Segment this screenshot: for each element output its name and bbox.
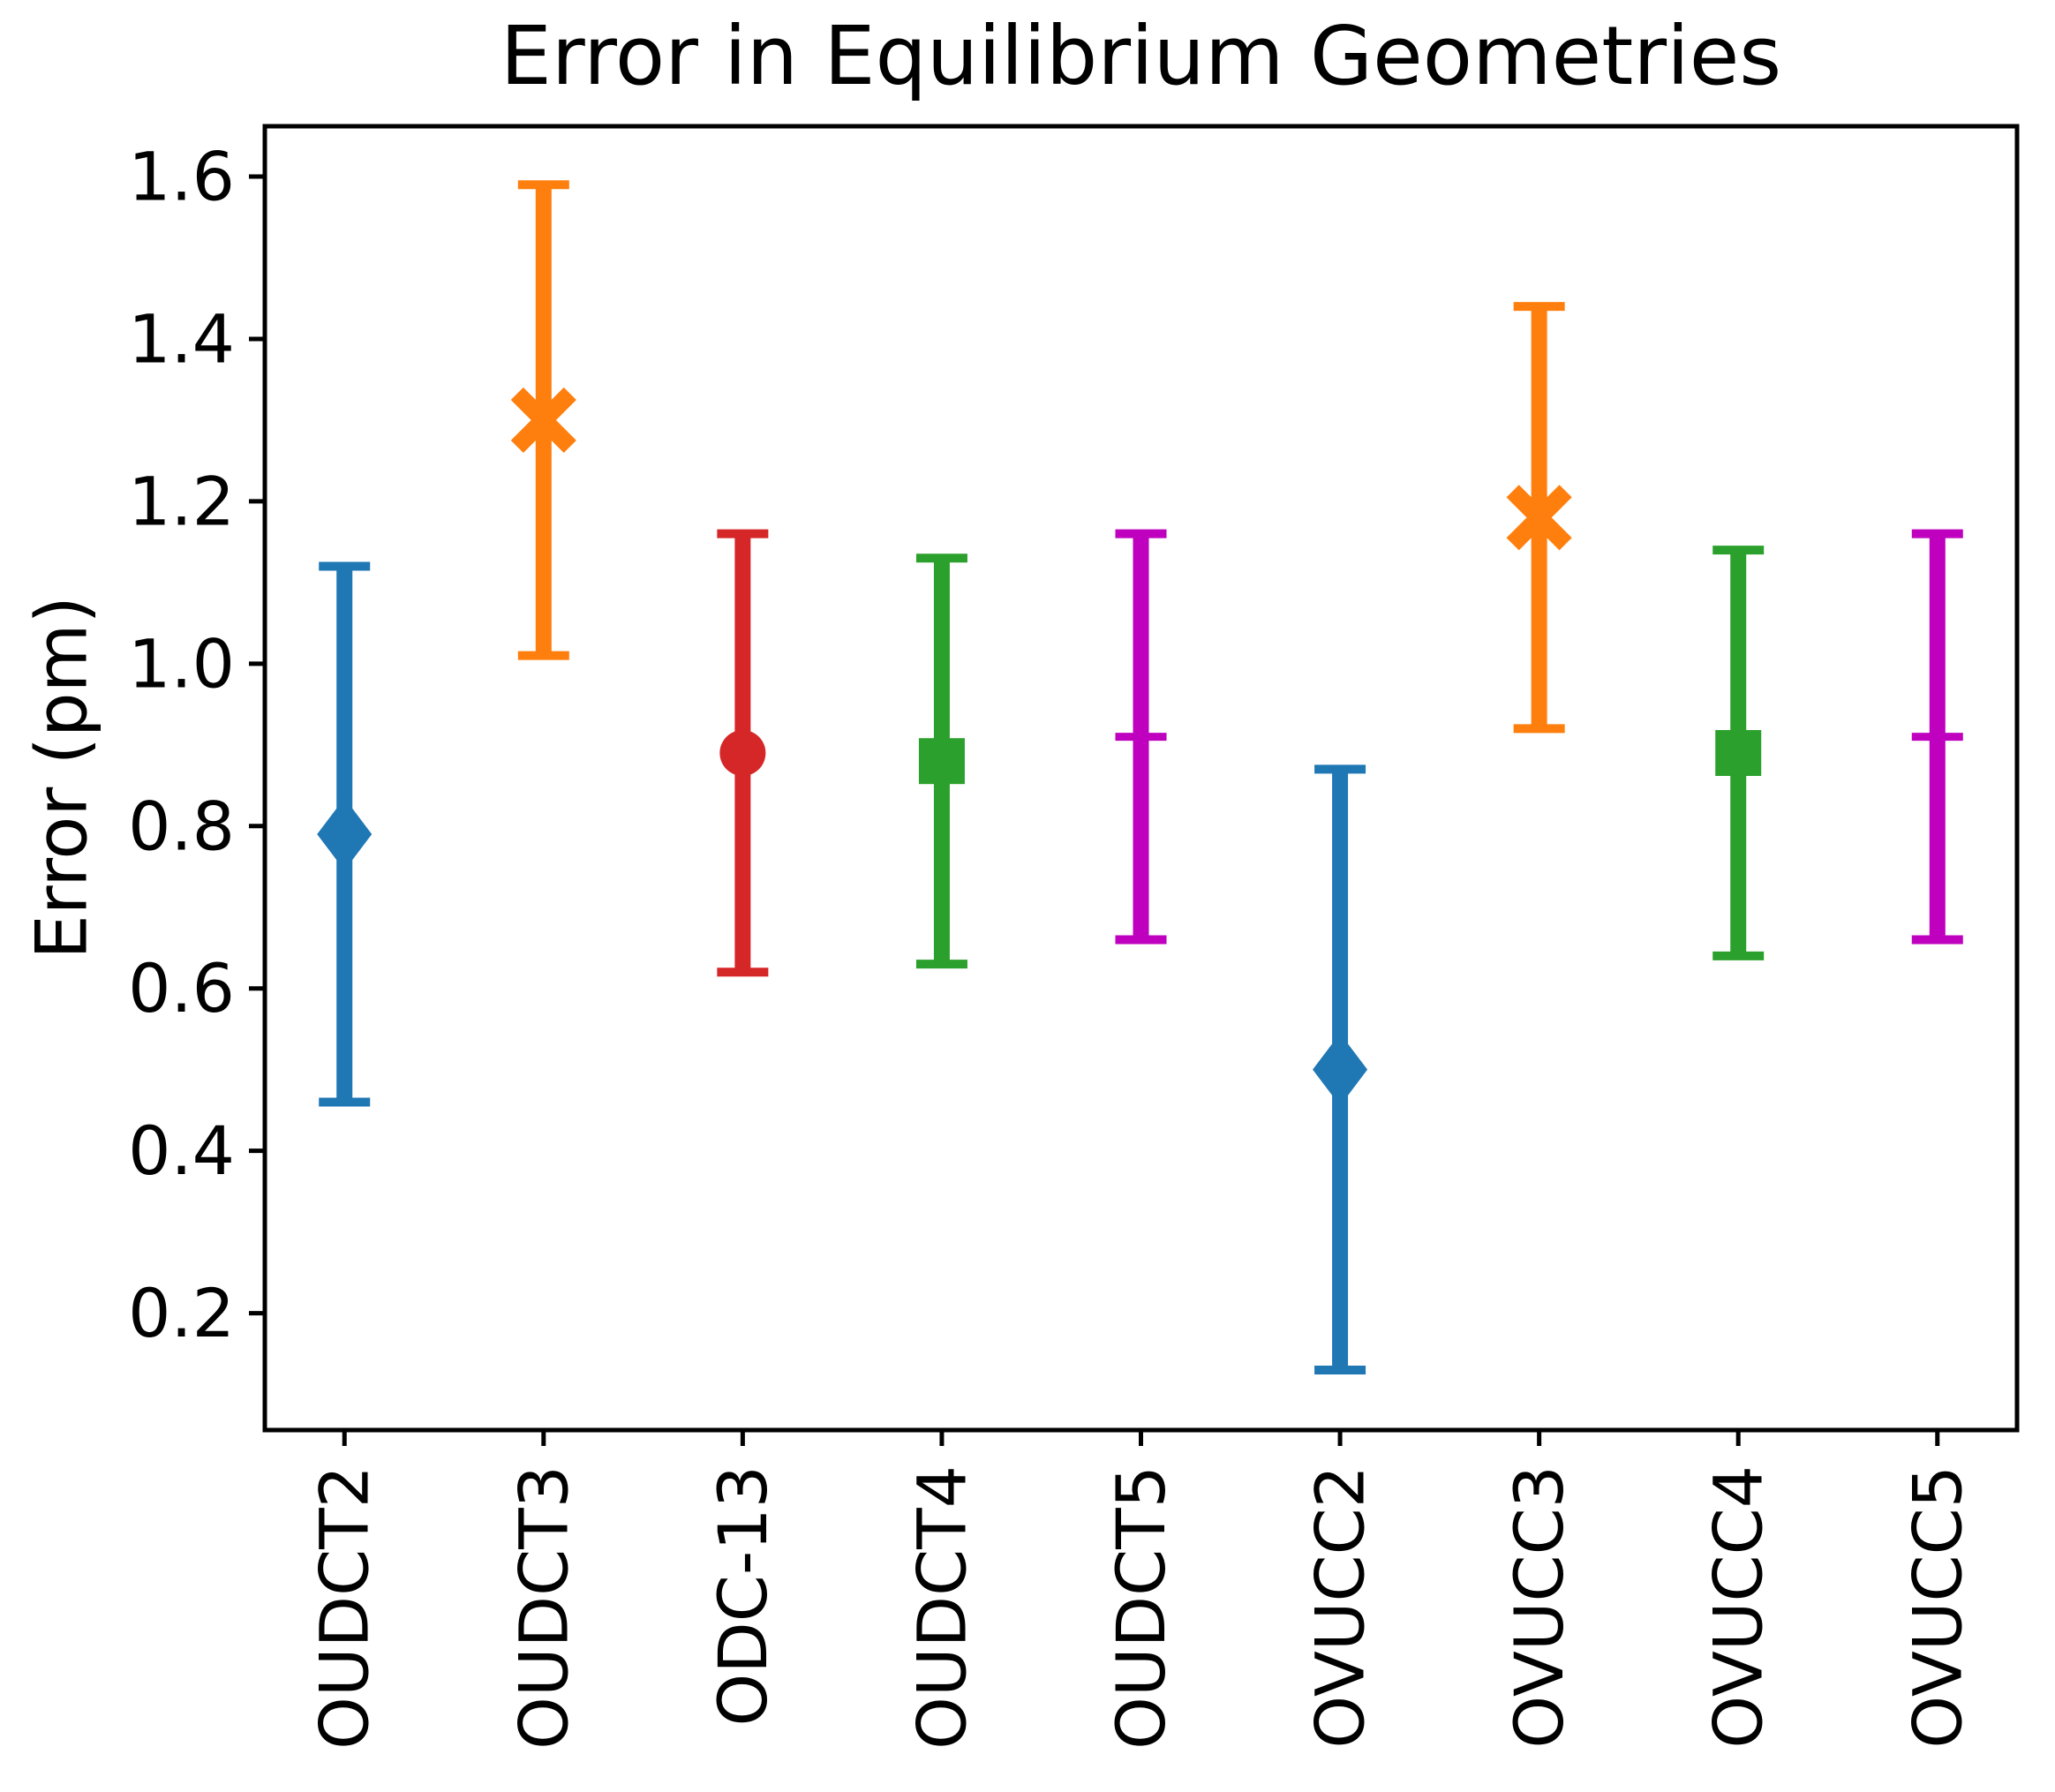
marker-x (510, 387, 576, 453)
x-tick-label: OVUCC4 (1699, 1465, 1778, 1749)
marker-square (918, 738, 965, 785)
y-tick-label: 0.8 (128, 787, 235, 865)
errorbar-OVUCC2 (1313, 764, 1368, 1374)
errorbar-OUDCT5 (1115, 529, 1167, 945)
errorbar-OVUCC5 (1911, 529, 1963, 945)
y-tick-label: 1.0 (128, 624, 235, 703)
marker-x (1506, 485, 1572, 551)
x-tick-label: OUDCT4 (902, 1465, 981, 1750)
y-tick-label: 0.2 (128, 1274, 235, 1352)
errorbar-OUDCT2 (317, 561, 373, 1107)
x-tick-label: OVUCC3 (1500, 1465, 1578, 1749)
x-tick-label: OVUCC5 (1898, 1465, 1976, 1749)
x-tick-label: OUDCT5 (1102, 1465, 1180, 1750)
errorbar-ODC-13 (717, 529, 769, 977)
y-tick-label: 1.6 (128, 138, 235, 216)
x-tick-label: ODC-13 (704, 1465, 782, 1727)
errorbar-OUDCT3 (510, 180, 576, 660)
x-tick-label: OUDCT2 (305, 1465, 384, 1750)
y-tick-label: 0.4 (128, 1111, 235, 1190)
errorbar-OUDCT4 (915, 553, 967, 969)
x-tick-label: OUDCT3 (504, 1465, 583, 1750)
chart-title: Error in Equilibrium Geometries (500, 9, 1782, 103)
y-tick-label: 0.6 (128, 949, 235, 1028)
y-tick-label: 1.4 (128, 299, 235, 378)
marker-square (1715, 729, 1762, 776)
x-tick-label: OVUCC2 (1301, 1465, 1380, 1749)
marker-circle (719, 729, 766, 776)
y-tick-label: 1.2 (128, 462, 235, 540)
marker-diamond (317, 797, 373, 870)
errorbar-OVUCC3 (1506, 302, 1572, 734)
errorbar-OVUCC4 (1712, 546, 1765, 960)
marker-diamond (1313, 1033, 1368, 1106)
